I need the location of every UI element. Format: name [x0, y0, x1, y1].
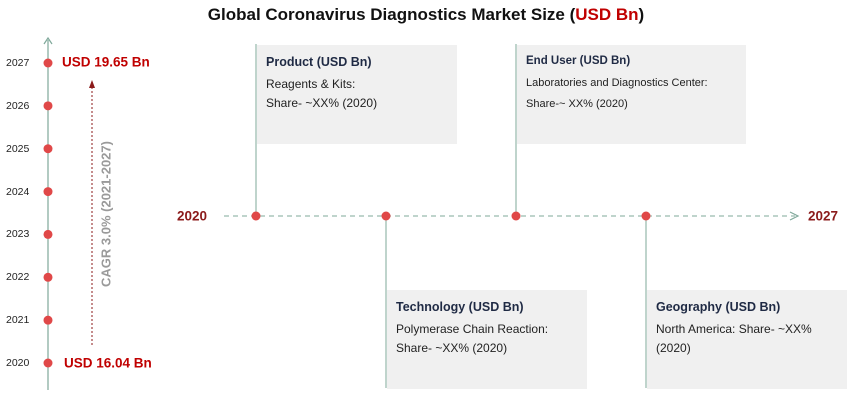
segment-title: Technology (USD Bn) [396, 300, 524, 314]
cagr-arrow-head [89, 80, 95, 88]
year-dot-2026 [43, 101, 53, 111]
segment-line1: Laboratories and Diagnostics Center: [526, 77, 708, 90]
timeline-dot-geography [641, 211, 651, 221]
start-value-label: USD 16.04 Bn [64, 355, 152, 371]
axis-start-label: 2020 [177, 208, 208, 224]
segment-line2: Share-~ XX% (2020) [526, 98, 628, 111]
segment-box-product: Product (USD Bn) Reagents & Kits: Share-… [257, 45, 457, 144]
year-label-2027: 2027 [6, 57, 30, 69]
title-accent: USD Bn [575, 5, 639, 24]
year-dot-2027 [43, 58, 53, 68]
year-label-2021: 2021 [6, 314, 30, 327]
chart-title: Global Coronavirus Diagnostics Market Si… [0, 5, 852, 25]
title-prefix: Global Coronavirus Diagnostics Market Si… [207, 5, 576, 24]
year-dot-2025 [43, 144, 53, 154]
year-dot-2020 [43, 358, 53, 368]
year-label-2026: 2026 [6, 99, 30, 112]
end-value-label: USD 19.65 Bn [62, 54, 150, 70]
year-dot-2022 [43, 272, 53, 282]
timeline-dot-end-user [511, 211, 521, 221]
segment-box-technology: Technology (USD Bn) Polymerase Chain Rea… [387, 290, 587, 389]
timeline-dot-product [251, 211, 261, 221]
segment-title: End User (USD Bn) [526, 55, 631, 67]
year-dot-2023 [43, 229, 53, 239]
segment-line1: North America: Share- ~XX% [656, 322, 812, 336]
segment-title: Product (USD Bn) [266, 55, 372, 69]
segment-line1: Polymerase Chain Reaction: [396, 322, 549, 336]
year-label-2020: 2020 [6, 357, 30, 369]
year-label-2023: 2023 [6, 228, 30, 241]
segment-line2: (2020) [656, 341, 691, 356]
cagr-label: CAGR 3.0% (2021-2027) [98, 141, 114, 287]
segment-line1: Reagents & Kits: [266, 77, 356, 91]
year-label-2022: 2022 [6, 271, 30, 284]
segment-box-geography: Geography (USD Bn) North America: Share-… [647, 290, 847, 389]
segment-line2: Share- ~XX% (2020) [266, 96, 378, 111]
horizontal-timeline-arrow [789, 211, 800, 221]
axis-end-label: 2027 [808, 208, 839, 224]
timeline-dot-technology [381, 211, 391, 221]
year-dot-2021 [43, 315, 53, 325]
segment-line2: Share- ~XX% (2020) [396, 341, 508, 356]
year-label-2025: 2025 [6, 142, 30, 155]
year-label-2024: 2024 [6, 185, 30, 198]
segment-title: Geography (USD Bn) [656, 300, 781, 314]
segment-box-end-user: End User (USD Bn) Laboratories and Diagn… [517, 45, 746, 144]
year-dot-2024 [43, 187, 53, 197]
title-suffix: ) [638, 5, 645, 24]
year-axis-arrow [43, 36, 53, 45]
